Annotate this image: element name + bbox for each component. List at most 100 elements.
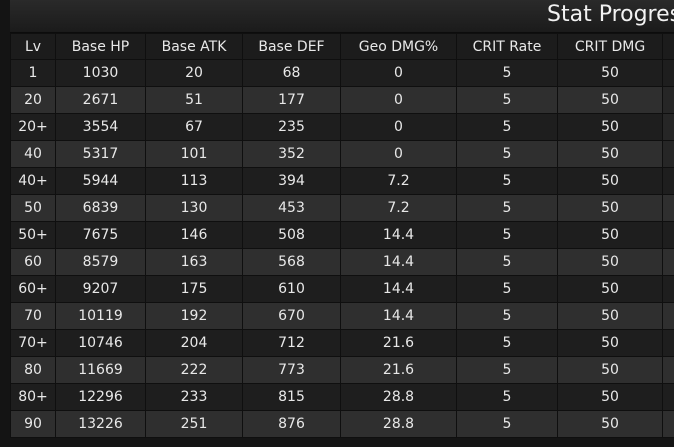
table-cell: 5317	[55, 140, 146, 168]
table-cell: 192	[145, 302, 243, 330]
column-header: CRIT DMG	[557, 33, 663, 60]
table-cell: 50	[557, 275, 663, 303]
table-cell: 68	[242, 59, 341, 87]
table-cell: 235	[242, 113, 341, 141]
table-cell: 1030	[55, 59, 146, 87]
table-cell: 5	[456, 410, 558, 438]
table-cell: 21.6	[340, 356, 457, 384]
table-cell: 50	[557, 194, 663, 222]
table-cell: 50	[557, 356, 663, 384]
table-cell: 70+	[10, 329, 56, 357]
table-cell: 251	[145, 410, 243, 438]
table-cell: 7.2	[340, 167, 457, 195]
table-cell-extra	[662, 302, 674, 330]
table-cell-extra	[662, 59, 674, 87]
table-cell: 508	[242, 221, 341, 249]
column-header: Lv	[10, 33, 56, 60]
table-cell: 50+	[10, 221, 56, 249]
table-cell: 50	[557, 59, 663, 87]
table-cell: 5	[456, 329, 558, 357]
table-cell: 453	[242, 194, 341, 222]
table-cell-extra	[662, 221, 674, 249]
table-cell: 50	[557, 86, 663, 114]
table-cell: 6839	[55, 194, 146, 222]
table-cell: 50	[557, 248, 663, 276]
table-cell: 222	[145, 356, 243, 384]
table-cell: 5	[456, 140, 558, 168]
table-cell: 28.8	[340, 410, 457, 438]
table-cell: 204	[145, 329, 243, 357]
table-cell: 20+	[10, 113, 56, 141]
table-cell: 394	[242, 167, 341, 195]
table-cell: 5	[456, 221, 558, 249]
table-row: 40+ 5944 113 394 7.2 5 50	[10, 167, 674, 195]
table-cell-extra	[662, 194, 674, 222]
table-cell: 146	[145, 221, 243, 249]
table-cell-extra	[662, 383, 674, 411]
table-cell: 90	[10, 410, 56, 438]
table-cell: 50	[557, 329, 663, 357]
table-row: 50 6839 130 453 7.2 5 50	[10, 194, 674, 222]
table-cell: 5	[456, 383, 558, 411]
table-row: 80+ 12296 233 815 28.8 5 50	[10, 383, 674, 411]
table-cell: 14.4	[340, 248, 457, 276]
table-cell: 20	[10, 86, 56, 114]
table-row: 50+ 7675 146 508 14.4 5 50	[10, 221, 674, 249]
table-cell: 8579	[55, 248, 146, 276]
table-cell-extra	[662, 356, 674, 384]
table-cell: 50	[557, 140, 663, 168]
table-cell-extra	[662, 275, 674, 303]
table-cell: 815	[242, 383, 341, 411]
column-header: Base DEF	[242, 33, 341, 60]
table-row: 90 13226 251 876 28.8 5 50	[10, 410, 674, 438]
table-cell: 80+	[10, 383, 56, 411]
table-cell: 10119	[55, 302, 146, 330]
column-header-extra	[662, 33, 674, 60]
table-cell-extra	[662, 167, 674, 195]
table-cell: 113	[145, 167, 243, 195]
table-row: 20 2671 51 177 0 5 50	[10, 86, 674, 114]
table-cell: 14.4	[340, 302, 457, 330]
table-cell: 40	[10, 140, 56, 168]
table-cell: 670	[242, 302, 341, 330]
table-cell: 7675	[55, 221, 146, 249]
table-cell: 10746	[55, 329, 146, 357]
table-cell: 51	[145, 86, 243, 114]
header-row: Lv Base HP Base ATK Base DEF Geo DMG% CRIT Ra…	[10, 33, 674, 60]
table-row: 1 1030 20 68 0 5 50	[10, 59, 674, 87]
table-cell: 352	[242, 140, 341, 168]
column-header: Geo DMG%	[340, 33, 457, 60]
stat-table: Lv Base HP Base ATK Base DEF Geo DMG% CRIT Ra…	[10, 33, 674, 438]
table-cell: 20	[145, 59, 243, 87]
table-cell: 11669	[55, 356, 146, 384]
table-cell: 1	[10, 59, 56, 87]
table-cell: 60	[10, 248, 56, 276]
table-cell: 876	[242, 410, 341, 438]
table-body: 1 1030 20 68 0 5 50 20 2671 51 177 0 5 50 20+ 3554 67 235…	[10, 59, 674, 438]
table-cell: 50	[557, 221, 663, 249]
table-row: 60+ 9207 175 610 14.4 5 50	[10, 275, 674, 303]
column-header: Base HP	[55, 33, 146, 60]
table-cell: 80	[10, 356, 56, 384]
table-cell: 5	[456, 86, 558, 114]
table-cell: 70	[10, 302, 56, 330]
column-header: CRIT Rate	[456, 33, 558, 60]
table-cell: 28.8	[340, 383, 457, 411]
table-cell-extra	[662, 113, 674, 141]
table-cell: 50	[557, 410, 663, 438]
table-cell-extra	[662, 410, 674, 438]
table-cell-extra	[662, 248, 674, 276]
table-row: 60 8579 163 568 14.4 5 50	[10, 248, 674, 276]
table-cell: 773	[242, 356, 341, 384]
table-cell: 5	[456, 302, 558, 330]
table-cell: 50	[557, 302, 663, 330]
table-cell: 21.6	[340, 329, 457, 357]
table-cell: 9207	[55, 275, 146, 303]
table-cell: 50	[557, 167, 663, 195]
panel-title: Stat Progression	[10, 0, 674, 33]
table-cell: 13226	[55, 410, 146, 438]
table-cell: 5	[456, 167, 558, 195]
table-cell: 130	[145, 194, 243, 222]
table-cell: 163	[145, 248, 243, 276]
